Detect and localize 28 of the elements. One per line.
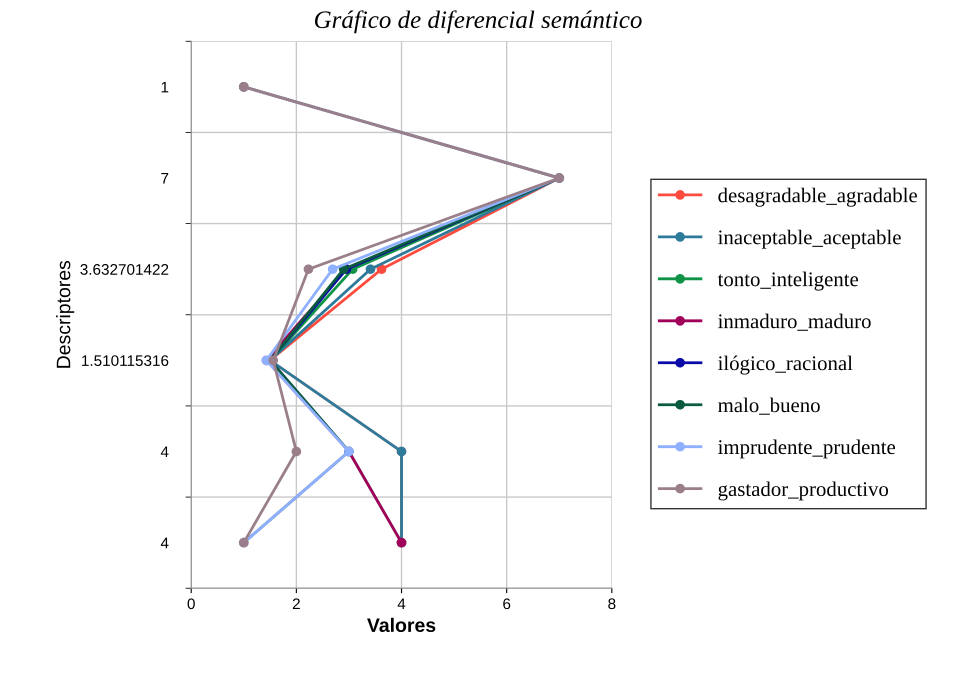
y-axis-title: Descriptores: [56, 260, 74, 368]
y-tick-label: 4: [160, 446, 169, 458]
legend-label: inmaduro_maduro: [718, 314, 871, 331]
point: [328, 264, 338, 274]
point: [292, 446, 302, 456]
point: [376, 264, 386, 274]
x-tick-label: 6: [503, 598, 510, 610]
chart-title: Gráfico de diferencial semántico: [314, 10, 642, 34]
x-tick-label: 4: [398, 598, 406, 610]
y-tick-label: 1.510115316: [82, 355, 168, 366]
x-axis-title: Valores: [367, 618, 436, 632]
legend-label: malo_bueno: [718, 398, 820, 415]
legend-label: gastador_productivo: [718, 481, 888, 500]
x-tick-label: 0: [188, 598, 195, 610]
point: [268, 355, 278, 366]
y-tick-label: 3.632701422: [80, 264, 168, 275]
point: [366, 264, 376, 274]
legend-label: ilógico_racional: [718, 356, 853, 375]
point: [304, 264, 314, 274]
y-tick-label: 4: [160, 538, 169, 548]
legend-label: desagradable_agradable: [718, 188, 917, 207]
legend-label: imprudente_prudente: [718, 440, 896, 458]
y-tick-label: 1: [162, 82, 168, 92]
legend-label: inaceptable_aceptable: [718, 230, 901, 249]
x-tick-label: 8: [608, 598, 616, 610]
y-tick-label: 7: [161, 173, 168, 184]
legend-label: tonto_inteligente: [718, 272, 858, 291]
x-tick-label: 2: [292, 598, 300, 610]
